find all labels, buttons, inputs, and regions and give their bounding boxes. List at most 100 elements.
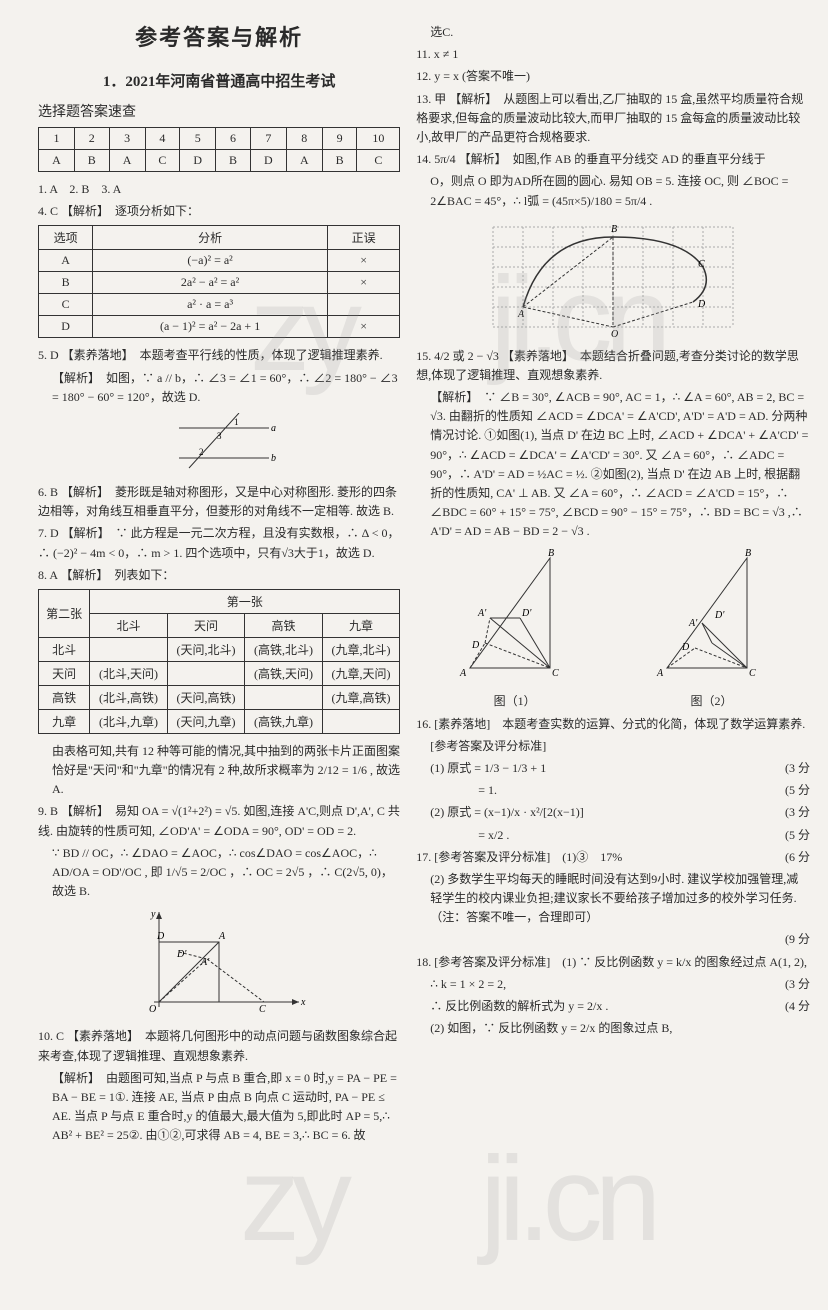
cell: 2a² − a² = a² bbox=[93, 272, 328, 294]
cell: A bbox=[109, 150, 145, 172]
svg-text:O: O bbox=[611, 329, 618, 337]
cell: A bbox=[286, 150, 322, 172]
cell: 正误 bbox=[327, 226, 399, 250]
cell: (高铁,北斗) bbox=[245, 637, 322, 661]
cell: (高铁,天问) bbox=[245, 661, 322, 685]
q9-figure: O x y D A C D' A' bbox=[38, 907, 400, 1021]
quick-check-table: 1 2 3 4 5 6 7 8 9 10 A B A C D B D A B bbox=[38, 127, 400, 172]
cell bbox=[90, 637, 167, 661]
main-title: 参考答案与解析 bbox=[38, 20, 400, 52]
q10-body: 【解析】 由题图可知,当点 P 与点 B 重合,即 x = 0 时,y = PA… bbox=[38, 1069, 400, 1146]
svg-text:B: B bbox=[611, 224, 617, 235]
table-row: Ca² · a = a³ bbox=[39, 294, 400, 316]
r-l2: 12. y = x (答案不唯一) bbox=[416, 67, 810, 86]
table-row: 北斗 天问 高铁 九章 bbox=[39, 613, 400, 637]
q5-figure: a b 1 3 2 bbox=[38, 413, 400, 477]
cell: (−a)² = a² bbox=[93, 250, 328, 272]
cell bbox=[245, 685, 322, 709]
cell: 选项 bbox=[39, 226, 93, 250]
table-row: 第二张 第一张 bbox=[39, 589, 400, 613]
cell: 九章 bbox=[322, 613, 400, 637]
cell: × bbox=[327, 272, 399, 294]
q10-head: 10. C 【素养落地】 本题将几何图形中的动点问题与函数图象综合起来考查,体现… bbox=[38, 1027, 400, 1065]
cell: 5 bbox=[180, 128, 216, 150]
svg-text:a: a bbox=[271, 423, 276, 434]
svg-text:x: x bbox=[300, 997, 306, 1008]
q9-text2: ∵ BD // OC，∴ ∠DAO = ∠AOC，∴ cos∠DAO = cos… bbox=[38, 844, 400, 902]
r-l16c1: (1) 原式 = 1/3 − 1/3 + 1(3 分 bbox=[416, 759, 810, 778]
cell: D bbox=[180, 150, 216, 172]
r-l16c2: = 1.(5 分 bbox=[416, 781, 810, 800]
svg-text:D: D bbox=[156, 931, 165, 942]
cell: × bbox=[327, 316, 399, 338]
r-l15a: 15. 4/2 或 2 − √3 【素养落地】 本题结合折叠问题,考查分类讨论的… bbox=[416, 347, 810, 385]
cell bbox=[322, 709, 400, 733]
cell: B bbox=[322, 150, 357, 172]
table-row: B2a² − a² = a²× bbox=[39, 272, 400, 294]
cell: D bbox=[250, 150, 286, 172]
cell: 天问 bbox=[167, 613, 244, 637]
table-row: 选项 分析 正误 bbox=[39, 226, 400, 250]
svg-text:D': D' bbox=[176, 949, 187, 960]
cell: B bbox=[39, 272, 93, 294]
cell: C bbox=[145, 150, 180, 172]
q5-text1: 5. D 【素养落地】 本题考查平行线的性质，体现了逻辑推理素养. bbox=[38, 346, 400, 365]
cell: 高铁 bbox=[39, 685, 90, 709]
cell: (九章,天问) bbox=[322, 661, 400, 685]
table-row: 天问(北斗,天问) (高铁,天问)(九章,天问) bbox=[39, 661, 400, 685]
q4-head: 4. C 【解析】 逐项分析如下： bbox=[38, 202, 400, 221]
q4-table: 选项 分析 正误 A(−a)² = a²× B2a² − a² = a²× Ca… bbox=[38, 225, 400, 338]
r-l1: 11. x ≠ 1 bbox=[416, 45, 810, 64]
svg-text:O: O bbox=[149, 1004, 156, 1015]
cell: (北斗,九章) bbox=[90, 709, 167, 733]
r-l17a: 17. [参考答案及评分标准] (1)③ 17%(6 分 bbox=[416, 848, 810, 867]
cell: 第一张 bbox=[90, 589, 400, 613]
q8-table: 第二张 第一张 北斗 天问 高铁 九章 北斗(天问,北斗)(高铁,北斗)(九章,… bbox=[38, 589, 400, 734]
svg-text:1: 1 bbox=[234, 417, 239, 427]
svg-text:A: A bbox=[459, 668, 467, 679]
svg-text:2: 2 bbox=[199, 447, 204, 457]
svg-text:B: B bbox=[745, 548, 751, 559]
cell: 1 bbox=[39, 128, 75, 150]
q9-text1: 9. B 【解析】 易知 OA = √(1²+2²) = √5. 如图,连接 A… bbox=[38, 802, 400, 840]
cell bbox=[167, 661, 244, 685]
cell: 天问 bbox=[39, 661, 90, 685]
cell: B bbox=[74, 150, 109, 172]
svg-text:C: C bbox=[259, 1004, 266, 1015]
table-row: 北斗(天问,北斗)(高铁,北斗)(九章,北斗) bbox=[39, 637, 400, 661]
cell: C bbox=[357, 150, 400, 172]
table-row: D(a − 1)² = a² − 2a + 1× bbox=[39, 316, 400, 338]
r-l16b: [参考答案及评分标准] bbox=[416, 737, 810, 756]
cell: (a − 1)² = a² − 2a + 1 bbox=[93, 316, 328, 338]
q14-figure: A B C D O bbox=[416, 217, 810, 341]
r-l15b: 【解析】 ∵ ∠B = 30°, ∠ACB = 90°, AC = 1，∴ ∠A… bbox=[416, 388, 810, 542]
q5-text2: 【解析】 如图，∵ a // b，∴ ∠3 = ∠1 = 60°，∴ ∠2 = … bbox=[38, 369, 400, 407]
svg-text:D': D' bbox=[714, 610, 725, 621]
svg-text:b: b bbox=[271, 453, 276, 464]
cell: (高铁,九章) bbox=[245, 709, 322, 733]
svg-text:A: A bbox=[517, 309, 525, 320]
cell bbox=[327, 294, 399, 316]
cell: 分析 bbox=[93, 226, 328, 250]
cell: 九章 bbox=[39, 709, 90, 733]
cell: × bbox=[327, 250, 399, 272]
q1-3: 1. A 2. B 3. A bbox=[38, 180, 400, 199]
cell: 3 bbox=[109, 128, 145, 150]
r-l4a: 14. 5π/4 【解析】 如图,作 AB 的垂直平分线交 AD 的垂直平分线于 bbox=[416, 150, 810, 169]
q8-tail: 由表格可知,共有 12 种等可能的情况,其中抽到的两张卡片正面图案恰好是"天问"… bbox=[38, 742, 400, 800]
r-l17b: (2) 多数学生平均每天的睡眠时间没有达到9小时. 建议学校加强管理,减轻学生的… bbox=[416, 870, 810, 928]
fig1-label: 图（1） bbox=[450, 692, 580, 709]
cell: 2 bbox=[74, 128, 109, 150]
r-l16d2: = x/2 .(5 分 bbox=[416, 826, 810, 845]
quick-check-label: 选择题答案速查 bbox=[38, 101, 400, 121]
r-l0: 选C. bbox=[416, 23, 810, 42]
cell: 4 bbox=[145, 128, 180, 150]
r-l4b: O，则点 O 即为AD所在圆的圆心. 易知 OB = 5. 连接 OC, 则 ∠… bbox=[416, 172, 810, 210]
cell: C bbox=[39, 294, 93, 316]
cell: (天问,北斗) bbox=[167, 637, 244, 661]
cell: (北斗,高铁) bbox=[90, 685, 167, 709]
r-l3: 13. 甲 【解析】 从题图上可以看出,乙厂抽取的 15 盒,虽然平均质量符合规… bbox=[416, 90, 810, 148]
r-l16d1: (2) 原式 = (x−1)/x · x²/[2(x−1)](3 分 bbox=[416, 803, 810, 822]
cell: (北斗,天问) bbox=[90, 661, 167, 685]
r-l18b: ∴ k = 1 × 2 = 2,(3 分 bbox=[416, 975, 810, 994]
